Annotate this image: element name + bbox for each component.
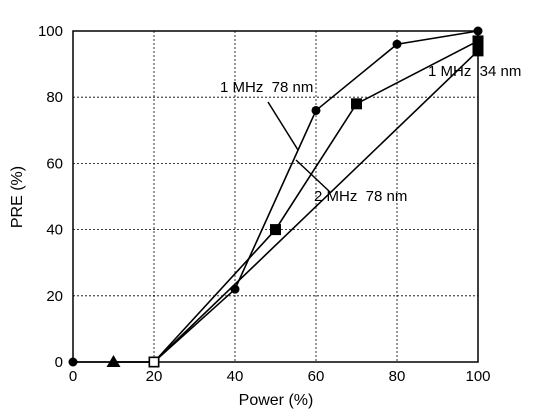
series-1-point-3 [472, 35, 484, 47]
y-tick-label-100: 100 [38, 23, 63, 40]
series-0-point-2 [230, 284, 240, 294]
extra-marker-open-square-1 [148, 356, 160, 368]
x-tick-label-80: 80 [389, 368, 406, 385]
y-tick-label-20: 20 [46, 288, 63, 305]
series-0-point-0 [68, 357, 78, 367]
series-2-point-2 [472, 45, 484, 57]
series-0-point-4 [392, 39, 402, 49]
leader-line-1mhz-78nm [267, 101, 299, 151]
y-tick-label-80: 80 [46, 89, 63, 106]
x-axis: 0 20 40 60 80 100 [69, 368, 491, 385]
y-tick-label-40: 40 [46, 222, 63, 239]
series-1-point-2 [351, 98, 362, 110]
plot-frame [72, 30, 479, 363]
series-line-2 [113, 50, 479, 363]
y-tick-label-60: 60 [46, 155, 63, 172]
x-tick-label-40: 40 [227, 368, 244, 385]
y-axis-title: PRE (%) [9, 166, 26, 228]
series-markers [68, 26, 484, 368]
x-tick-label-20: 20 [146, 368, 163, 385]
x-tick-label-0: 0 [69, 368, 77, 385]
leader-line-2mhz-78nm [295, 159, 331, 193]
y-axis: 0 20 40 60 80 100 [38, 23, 63, 371]
label-1mhz-78nm: 1 MHz 78 nm [220, 79, 313, 96]
label-2mhz-78nm: 2 MHz 78 nm [314, 188, 407, 205]
x-axis-title: Power (%) [239, 392, 314, 409]
x-tick-label-100: 100 [465, 368, 490, 385]
series-1-point-1 [270, 224, 281, 236]
grid-lines [73, 31, 478, 362]
series-0-point-3 [311, 105, 321, 115]
series-line-1 [153, 40, 479, 363]
x-tick-label-60: 60 [308, 368, 325, 385]
annotations: 1 MHz 78 nm 2 MHz 78 nm 1 MHz 34 nm [220, 63, 521, 205]
series-0-point-5 [473, 26, 483, 36]
y-tick-label-0: 0 [55, 354, 63, 371]
extra-marker-triangle-0 [106, 355, 121, 367]
label-1mhz-34nm: 1 MHz 34 nm [428, 63, 521, 80]
